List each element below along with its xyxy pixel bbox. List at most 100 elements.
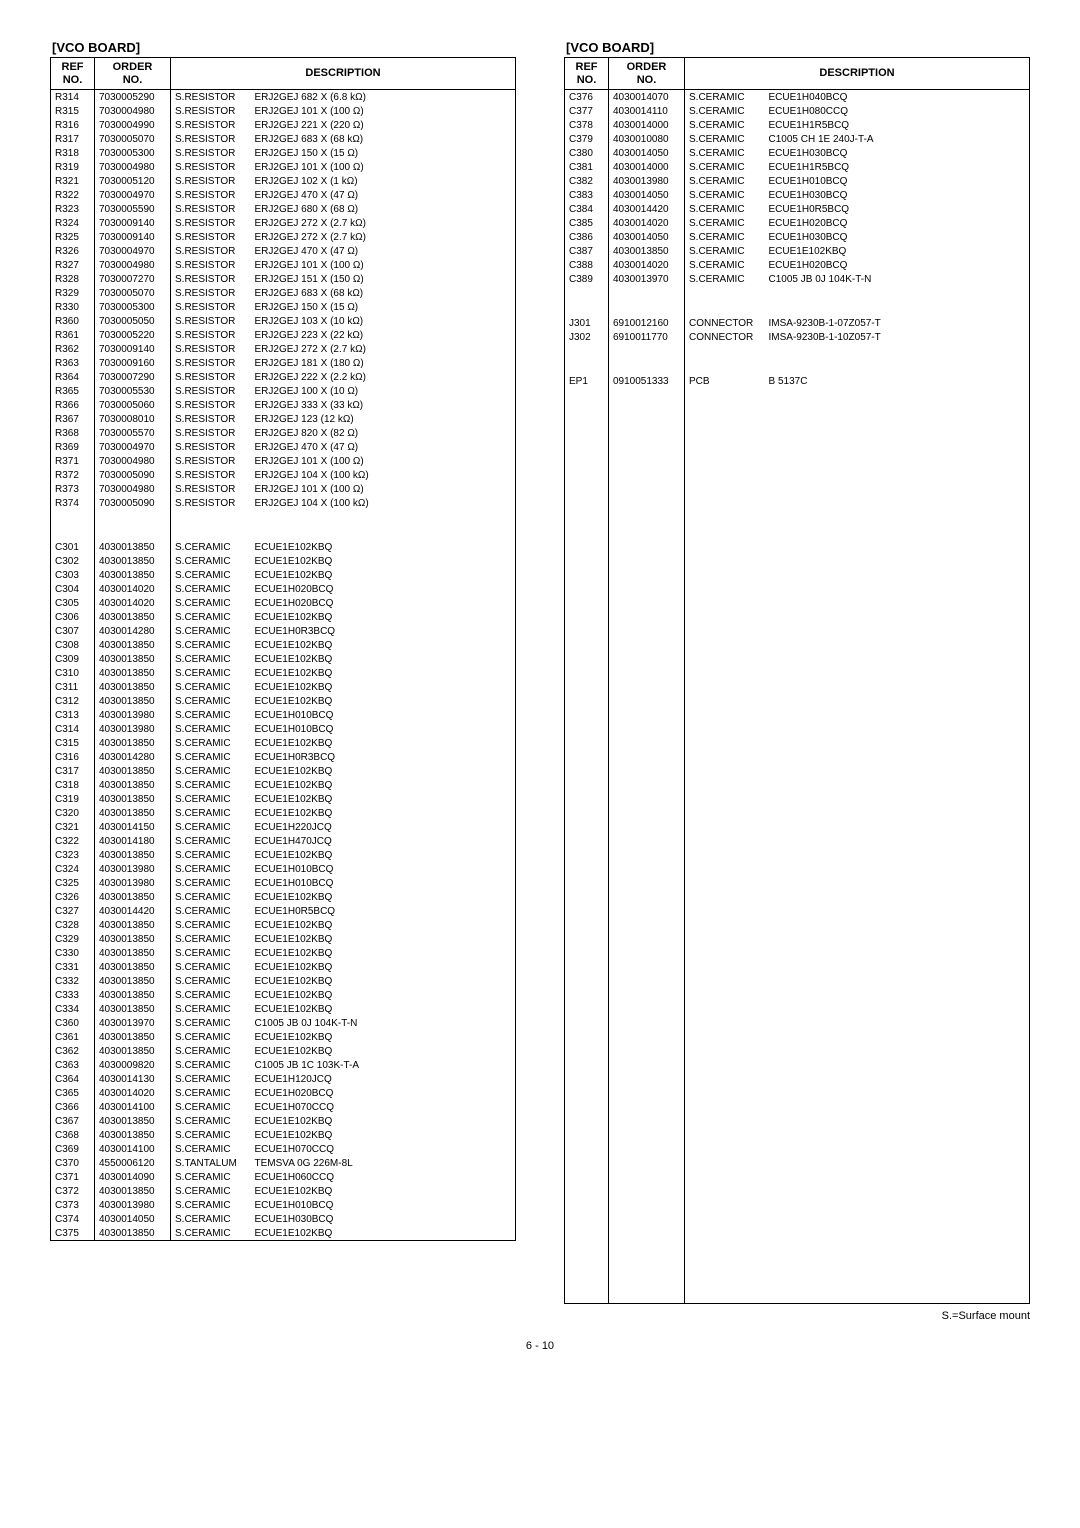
- cell-ref: C368: [51, 1128, 95, 1142]
- cell-order: 4030013850: [95, 540, 171, 554]
- table-row: [565, 808, 1030, 823]
- table-row: R3687030005570S.RESISTORERJ2GEJ 820 X (8…: [51, 426, 516, 440]
- cell-type: S.RESISTOR: [171, 104, 251, 118]
- cell-desc: ECUE1H030BCQ: [765, 230, 1030, 244]
- table-row: R3287030007270S.RESISTORERJ2GEJ 151 X (1…: [51, 272, 516, 286]
- cell-type: S.CERAMIC: [685, 160, 765, 174]
- cell-type: S.CERAMIC: [685, 90, 765, 105]
- cell-ref: R325: [51, 230, 95, 244]
- table-row: [565, 1003, 1030, 1018]
- cell-desc: ECUE1H470JCQ: [251, 834, 516, 848]
- table-row: R3737030004980S.RESISTORERJ2GEJ 101 X (1…: [51, 482, 516, 496]
- cell-desc: ECUE1E102KBQ: [251, 1226, 516, 1241]
- cell-order: 7030004990: [95, 118, 171, 132]
- cell-desc: ECUE1E102KBQ: [251, 1184, 516, 1198]
- cell-order: 4030014280: [95, 624, 171, 638]
- cell-order: 6910012160: [609, 316, 685, 330]
- table-row: C3724030013850S.CERAMICECUE1E102KBQ: [51, 1184, 516, 1198]
- table-row: R3227030004970S.RESISTORERJ2GEJ 470 X (4…: [51, 188, 516, 202]
- table-row: C3234030013850S.CERAMICECUE1E102KBQ: [51, 848, 516, 862]
- table-row: C3184030013850S.CERAMICECUE1E102KBQ: [51, 778, 516, 792]
- cell-order: 7030009140: [95, 216, 171, 230]
- cell-ref: C363: [51, 1058, 95, 1072]
- table-row: [565, 508, 1030, 523]
- cell-order: 4030013850: [95, 932, 171, 946]
- cell-desc: ECUE1E102KBQ: [251, 960, 516, 974]
- table-row: [565, 913, 1030, 928]
- cell-ref: C305: [51, 596, 95, 610]
- table-row: C3014030013850S.CERAMICECUE1E102KBQ: [51, 540, 516, 554]
- cell-desc: ERJ2GEJ 104 X (100 kΩ): [251, 496, 516, 510]
- cell-type: S.CERAMIC: [171, 1142, 251, 1156]
- cell-ref: C387: [565, 244, 609, 258]
- cell-order: 4030014050: [95, 1212, 171, 1226]
- cell-order: 7030008010: [95, 412, 171, 426]
- cell-type: S.RESISTOR: [171, 426, 251, 440]
- cell-order: 4030013850: [95, 680, 171, 694]
- table-row: [565, 478, 1030, 493]
- right-th-ref: REFNO.: [565, 58, 609, 90]
- cell-order: 7030005300: [95, 300, 171, 314]
- cell-type: S.RESISTOR: [171, 160, 251, 174]
- cell-ref: C371: [51, 1170, 95, 1184]
- cell-type: S.CERAMIC: [171, 624, 251, 638]
- table-row: C3144030013980S.CERAMICECUE1H010BCQ: [51, 722, 516, 736]
- table-row: C3744030014050S.CERAMICECUE1H030BCQ: [51, 1212, 516, 1226]
- cell-type: S.TANTALUM: [171, 1156, 251, 1170]
- cell-desc: ERJ2GEJ 223 X (22 kΩ): [251, 328, 516, 342]
- table-row: C3094030013850S.CERAMICECUE1E102KBQ: [51, 652, 516, 666]
- cell-desc: ECUE1E102KBQ: [251, 680, 516, 694]
- cell-type: S.CERAMIC: [171, 1170, 251, 1184]
- cell-desc: ECUE1H0R5BCQ: [765, 202, 1030, 216]
- cell-desc: ECUE1H0R3BCQ: [251, 750, 516, 764]
- cell-ref: C307: [51, 624, 95, 638]
- cell-ref: R318: [51, 146, 95, 160]
- cell-type: S.CERAMIC: [171, 1044, 251, 1058]
- cell-ref: C325: [51, 876, 95, 890]
- left-th-ref: REFNO.: [51, 58, 95, 90]
- cell-ref: C315: [51, 736, 95, 750]
- table-row: R3607030005050S.RESISTORERJ2GEJ 103 X (1…: [51, 314, 516, 328]
- table-row: R3267030004970S.RESISTORERJ2GEJ 470 X (4…: [51, 244, 516, 258]
- table-row: C3324030013850S.CERAMICECUE1E102KBQ: [51, 974, 516, 988]
- cell-type: S.RESISTOR: [171, 230, 251, 244]
- cell-desc: ERJ2GEJ 272 X (2.7 kΩ): [251, 216, 516, 230]
- table-row: [565, 433, 1030, 448]
- cell-ref: C374: [51, 1212, 95, 1226]
- cell-desc: ERJ2GEJ 103 X (10 kΩ): [251, 314, 516, 328]
- cell-ref: C316: [51, 750, 95, 764]
- cell-type: S.CERAMIC: [685, 272, 765, 286]
- cell-type: S.RESISTOR: [171, 300, 251, 314]
- cell-ref: C383: [565, 188, 609, 202]
- cell-ref: R329: [51, 286, 95, 300]
- table-row: C3244030013980S.CERAMICECUE1H010BCQ: [51, 862, 516, 876]
- cell-order: 4030013850: [95, 1044, 171, 1058]
- table-row: [565, 718, 1030, 733]
- cell-order: 4030014070: [609, 90, 685, 105]
- cell-desc: ECUE1H020BCQ: [765, 258, 1030, 272]
- cell-ref: C326: [51, 890, 95, 904]
- table-row: C3074030014280S.CERAMICECUE1H0R3BCQ: [51, 624, 516, 638]
- cell-ref: R314: [51, 90, 95, 105]
- table-row: [565, 1123, 1030, 1138]
- table-row: R3657030005530S.RESISTORERJ2GEJ 100 X (1…: [51, 384, 516, 398]
- cell-ref: J302: [565, 330, 609, 344]
- cell-type: S.CERAMIC: [171, 652, 251, 666]
- cell-desc: ERJ2GEJ 333 X (33 kΩ): [251, 398, 516, 412]
- table-row: R3157030004980S.RESISTORERJ2GEJ 101 X (1…: [51, 104, 516, 118]
- cell-desc: ECUE1E102KBQ: [251, 932, 516, 946]
- cell-order: 7030005120: [95, 174, 171, 188]
- cell-order: 7030004970: [95, 244, 171, 258]
- cell-type: S.CERAMIC: [171, 680, 251, 694]
- cell-order: 7030009160: [95, 356, 171, 370]
- cell-order: 4030013850: [95, 694, 171, 708]
- cell-order: 7030005530: [95, 384, 171, 398]
- cell-desc: ECUE1H020BCQ: [765, 216, 1030, 230]
- cell-order: 7030005070: [95, 286, 171, 300]
- cell-desc: ECUE1H1R5BCQ: [765, 160, 1030, 174]
- table-row: [565, 598, 1030, 613]
- table-row: C3624030013850S.CERAMICECUE1E102KBQ: [51, 1044, 516, 1058]
- cell-ref: C310: [51, 666, 95, 680]
- cell-ref: R321: [51, 174, 95, 188]
- cell-type: S.RESISTOR: [171, 398, 251, 412]
